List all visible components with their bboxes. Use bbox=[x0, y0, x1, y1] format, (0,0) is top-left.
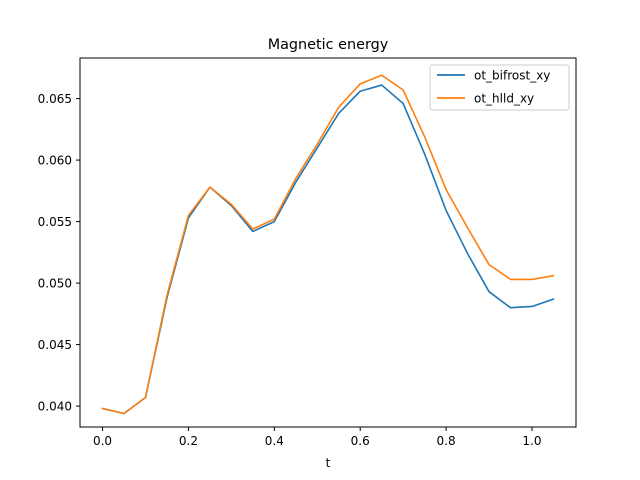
y-tick-label: 0.055 bbox=[38, 215, 72, 229]
x-tick-label: 0.2 bbox=[179, 434, 198, 448]
x-axis: 0.0 0.2 0.4 0.6 0.8 1.0 bbox=[93, 427, 542, 448]
x-tick-label: 0.8 bbox=[437, 434, 456, 448]
y-tick-label: 0.040 bbox=[38, 400, 72, 414]
x-tick-label: 0.4 bbox=[265, 434, 284, 448]
series-line-ot-hlld-xy bbox=[101, 74, 555, 415]
x-tick-label: 0.0 bbox=[93, 434, 112, 448]
legend-label-ot-bifrost-xy: ot_bifrost_xy bbox=[474, 69, 550, 83]
y-tick-label: 0.060 bbox=[38, 154, 72, 168]
legend-label-ot-hlld-xy: ot_hlld_xy bbox=[474, 92, 534, 106]
x-axis-label: t bbox=[326, 456, 331, 470]
x-tick-label: 1.0 bbox=[522, 434, 541, 448]
series-layer bbox=[101, 74, 555, 415]
plot-frame bbox=[79, 57, 577, 428]
y-tick-label: 0.065 bbox=[38, 92, 72, 106]
legend: ot_bifrost_xy ot_hlld_xy bbox=[429, 64, 570, 111]
y-tick-label: 0.050 bbox=[38, 277, 72, 291]
x-tick-label: 0.6 bbox=[351, 434, 370, 448]
y-axis: 0.040 0.045 0.050 0.055 0.060 0.065 bbox=[38, 92, 80, 414]
chart-title: Magnetic energy bbox=[268, 37, 389, 53]
y-tick-label: 0.045 bbox=[38, 338, 72, 352]
